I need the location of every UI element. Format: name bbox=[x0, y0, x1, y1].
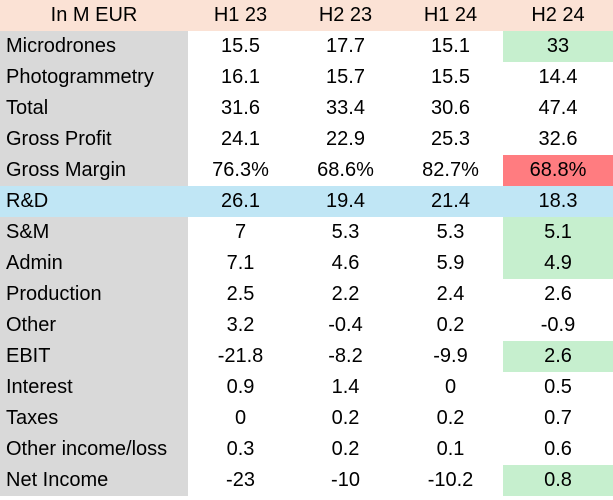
table-cell[interactable]: 15.7 bbox=[326, 66, 365, 88]
table-cell[interactable]: 31.6 bbox=[221, 97, 260, 119]
table-row-gross-profit: Gross Profit 24.1 22.9 25.3 32.6 bbox=[0, 124, 613, 155]
table-cell[interactable]: 0.2 bbox=[331, 407, 360, 429]
table-cell[interactable]: 0.2 bbox=[331, 438, 360, 460]
table-cell[interactable]: 5.9 bbox=[436, 252, 465, 274]
table-row-net-income: Net Income -23 -10 -10.2 0.8 bbox=[0, 465, 613, 496]
table-cell[interactable]: 0.2 bbox=[436, 407, 465, 429]
table-cell[interactable]: -23 bbox=[226, 469, 255, 491]
row-label[interactable]: Other bbox=[0, 310, 188, 341]
table-cell[interactable]: 24.1 bbox=[221, 128, 260, 150]
table-cell[interactable]: 82.7% bbox=[422, 159, 479, 181]
table-cell-highlight-green[interactable]: 5.1 bbox=[503, 217, 613, 248]
header-cell-h2-23[interactable]: H2 23 bbox=[293, 0, 398, 31]
table-row-gross-margin: Gross Margin 76.3% 68.6% 82.7% 68.8% bbox=[0, 155, 613, 186]
table-cell[interactable]: 26.1 bbox=[188, 186, 293, 217]
table-cell[interactable]: 0.1 bbox=[436, 438, 465, 460]
table-cell[interactable]: 15.5 bbox=[431, 66, 470, 88]
table-row-admin: Admin 7.1 4.6 5.9 4.9 bbox=[0, 248, 613, 279]
row-label[interactable]: Taxes bbox=[0, 403, 188, 434]
table-cell[interactable]: 22.9 bbox=[326, 128, 365, 150]
table-cell[interactable]: 32.6 bbox=[538, 128, 578, 150]
table-cell[interactable]: 19.4 bbox=[293, 186, 398, 217]
table-cell[interactable]: 2.6 bbox=[544, 283, 572, 305]
table-cell[interactable]: 15.1 bbox=[431, 35, 470, 57]
table-cell[interactable]: -9.9 bbox=[433, 345, 468, 367]
row-label[interactable]: Admin bbox=[0, 248, 188, 279]
table-cell[interactable]: -10.2 bbox=[427, 469, 474, 491]
table-cell[interactable]: 5.3 bbox=[331, 221, 360, 243]
table-cell[interactable]: 0.3 bbox=[226, 438, 255, 460]
table-cell[interactable]: 2.2 bbox=[331, 283, 360, 305]
table-cell[interactable]: -21.8 bbox=[217, 345, 264, 367]
header-cell-h1-23[interactable]: H1 23 bbox=[188, 0, 293, 31]
row-label[interactable]: Net Income bbox=[0, 465, 188, 496]
table-cell-highlight-green[interactable]: 33 bbox=[503, 31, 613, 62]
table-cell[interactable]: 25.3 bbox=[431, 128, 470, 150]
row-label[interactable]: Total bbox=[0, 93, 188, 124]
header-row: In M EUR H1 23 H2 23 H1 24 H2 24 bbox=[0, 0, 613, 31]
table-cell[interactable]: -10 bbox=[331, 469, 360, 491]
table-cell[interactable]: 0 bbox=[444, 376, 457, 398]
table-cell[interactable]: -8.2 bbox=[328, 345, 363, 367]
table-cell[interactable]: 15.5 bbox=[221, 35, 260, 57]
table-cell[interactable]: 30.6 bbox=[431, 97, 470, 119]
table-row-snm: S&M 7 5.3 5.3 5.1 bbox=[0, 217, 613, 248]
header-cell-h1-24[interactable]: H1 24 bbox=[398, 0, 503, 31]
row-label[interactable]: Production bbox=[0, 279, 188, 310]
table-cell-highlight-green[interactable]: 4.9 bbox=[503, 248, 613, 279]
table-cell[interactable]: 0.2 bbox=[436, 314, 465, 336]
header-cell-h2-24[interactable]: H2 24 bbox=[503, 0, 613, 31]
row-label[interactable]: Microdrones bbox=[0, 31, 188, 62]
table-cell[interactable]: 68.6% bbox=[317, 159, 374, 181]
table-row-other-income-loss: Other income/loss 0.3 0.2 0.1 0.6 bbox=[0, 434, 613, 465]
table-cell[interactable]: 0.5 bbox=[544, 376, 572, 398]
table-row-ebit: EBIT -21.8 -8.2 -9.9 2.6 bbox=[0, 341, 613, 372]
row-label[interactable]: R&D bbox=[0, 186, 188, 217]
row-label[interactable]: EBIT bbox=[0, 341, 188, 372]
row-label[interactable]: Interest bbox=[0, 372, 188, 403]
table-cell[interactable]: 76.3% bbox=[212, 159, 269, 181]
table-cell[interactable]: 1.4 bbox=[331, 376, 360, 398]
header-cell-unit[interactable]: In M EUR bbox=[0, 0, 188, 31]
table-cell-highlight-green[interactable]: 0.8 bbox=[503, 465, 613, 496]
table-row-rnd: R&D 26.1 19.4 21.4 18.3 bbox=[0, 186, 613, 217]
row-label[interactable]: Gross Profit bbox=[0, 124, 188, 155]
table-cell[interactable]: 2.4 bbox=[436, 283, 465, 305]
table-cell[interactable]: 21.4 bbox=[398, 186, 503, 217]
table-row-production: Production 2.5 2.2 2.4 2.6 bbox=[0, 279, 613, 310]
table-row-other: Other 3.2 -0.4 0.2 -0.9 bbox=[0, 310, 613, 341]
row-label[interactable]: Other income/loss bbox=[0, 434, 188, 465]
table-cell[interactable]: -0.9 bbox=[540, 314, 576, 336]
table-row-total: Total 31.6 33.4 30.6 47.4 bbox=[0, 93, 613, 124]
table-cell[interactable]: 0.7 bbox=[544, 407, 572, 429]
table-cell[interactable]: 0 bbox=[234, 407, 247, 429]
table-cell[interactable]: 2.5 bbox=[226, 283, 255, 305]
table-row-taxes: Taxes 0 0.2 0.2 0.7 bbox=[0, 403, 613, 434]
table-cell[interactable]: 17.7 bbox=[326, 35, 365, 57]
table-cell[interactable]: 0.6 bbox=[544, 438, 572, 460]
table-cell-highlight-green[interactable]: 2.6 bbox=[503, 341, 613, 372]
row-label[interactable]: Gross Margin bbox=[0, 155, 188, 186]
table-cell[interactable]: 18.3 bbox=[503, 186, 613, 217]
row-label[interactable]: Photogrammetry bbox=[0, 62, 188, 93]
table-cell[interactable]: 7 bbox=[234, 221, 247, 243]
table-row-interest: Interest 0.9 1.4 0 0.5 bbox=[0, 372, 613, 403]
table-row-microdrones: Microdrones 15.5 17.7 15.1 33 bbox=[0, 31, 613, 62]
table-cell[interactable]: -0.4 bbox=[328, 314, 363, 336]
table-row-photogrammetry: Photogrammetry 16.1 15.7 15.5 14.4 bbox=[0, 62, 613, 93]
table-cell[interactable]: 47.4 bbox=[538, 97, 578, 119]
table-cell[interactable]: 5.3 bbox=[436, 221, 465, 243]
table-cell[interactable]: 7.1 bbox=[226, 252, 255, 274]
table-cell[interactable]: 3.2 bbox=[226, 314, 255, 336]
table-cell[interactable]: 4.6 bbox=[331, 252, 360, 274]
table-cell-highlight-red[interactable]: 68.8% bbox=[503, 155, 613, 186]
table-cell[interactable]: 16.1 bbox=[221, 66, 260, 88]
table-cell[interactable]: 33.4 bbox=[326, 97, 365, 119]
table-cell[interactable]: 14.4 bbox=[538, 66, 578, 88]
table-cell[interactable]: 0.9 bbox=[226, 376, 255, 398]
row-label[interactable]: S&M bbox=[0, 217, 188, 248]
